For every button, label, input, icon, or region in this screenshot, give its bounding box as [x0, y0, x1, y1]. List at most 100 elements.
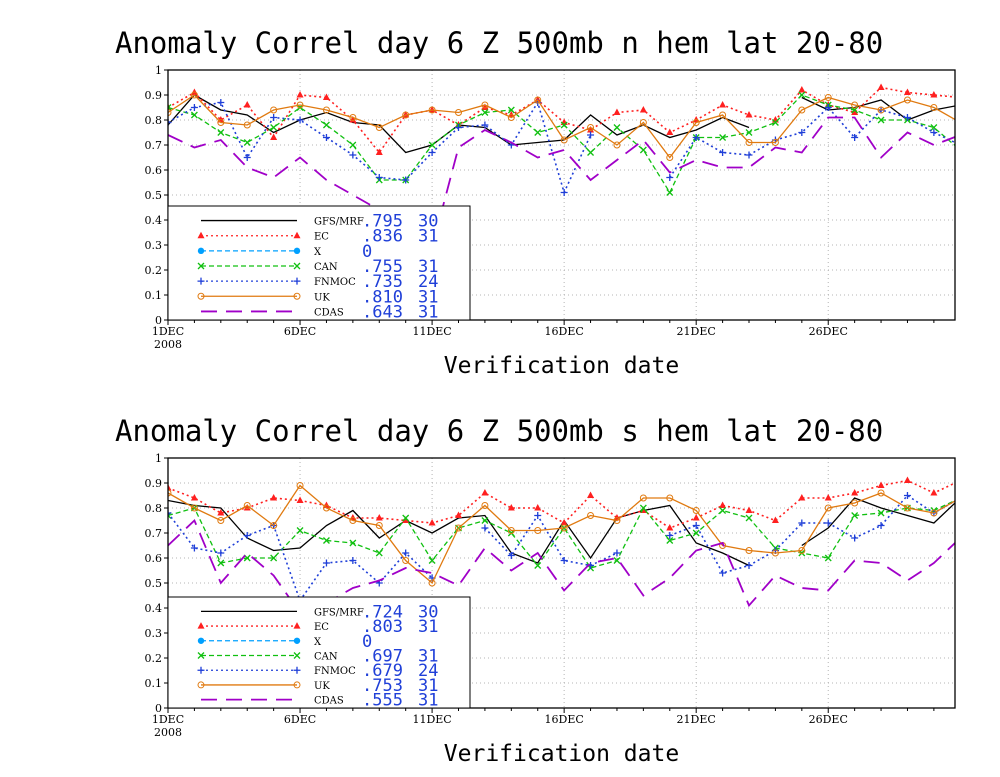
x-tick-label: 6DEC	[284, 713, 316, 726]
x-marker	[745, 129, 753, 136]
y-tick-label: 0.3	[145, 627, 163, 640]
legend-count: 24	[418, 661, 438, 681]
triangle-marker	[507, 504, 515, 511]
triangle-marker	[798, 86, 806, 93]
x-marker	[243, 139, 251, 146]
x-marker	[270, 124, 278, 131]
open-circle-marker	[877, 106, 885, 114]
x-marker	[957, 147, 963, 153]
open-circle-marker	[587, 124, 595, 131]
x-tick-label: 11DEC	[412, 325, 451, 338]
open-circle-marker	[666, 154, 674, 161]
x-tick-label: 26DEC	[809, 325, 848, 338]
y-tick-label: 1	[155, 452, 162, 465]
triangle-marker	[903, 476, 911, 483]
x-marker	[719, 507, 727, 514]
legend-label: FNMOC	[314, 277, 356, 288]
x-marker	[375, 549, 383, 557]
open-circle-marker	[930, 104, 938, 111]
plus-marker	[824, 104, 832, 111]
x-marker	[217, 559, 225, 567]
triangle-marker	[851, 108, 859, 115]
legend-label: GFS/MRF	[314, 607, 364, 618]
open-circle-marker	[293, 292, 301, 300]
y-tick-label: 0.2	[145, 652, 163, 665]
triangle-marker	[375, 148, 383, 155]
triangle-marker	[293, 231, 301, 239]
open-circle-marker	[402, 557, 410, 564]
plus-marker	[402, 549, 410, 557]
plus-marker	[481, 524, 489, 532]
triangle-marker	[930, 489, 938, 496]
x-marker	[719, 134, 727, 141]
legend: GFS/MRF.724 30 EC .803 31 X 0 CAN .697 31 FNMOC .67…	[167, 596, 471, 711]
legend-stat: .753	[362, 676, 403, 696]
triangle-marker	[587, 126, 595, 133]
x-tick-label: 1DEC	[152, 713, 184, 726]
legend-label: UK	[314, 681, 330, 692]
x-tick-label: 1DEC	[152, 325, 184, 338]
legend-stat: .810	[362, 287, 403, 307]
legend-count: 30	[418, 212, 438, 232]
triangle-marker	[243, 101, 251, 108]
open-circle-marker	[851, 499, 859, 507]
legend-count: 31	[418, 257, 438, 277]
plus-marker	[903, 492, 911, 499]
legend-label: CDAS	[314, 696, 344, 707]
legend-stat: .755	[362, 257, 403, 277]
plus-marker	[190, 104, 198, 111]
triangle-marker	[930, 91, 938, 98]
legend-stat: 0	[362, 242, 372, 262]
x-marker	[613, 557, 621, 564]
y-tick-label: 0.9	[145, 477, 163, 490]
plus-marker	[587, 131, 595, 139]
x-marker	[824, 554, 832, 562]
circle-marker	[197, 637, 205, 644]
plus-marker	[243, 154, 251, 161]
x-marker	[270, 554, 278, 562]
y-tick-label: 0.9	[145, 89, 163, 102]
y-tick-label: 0.3	[145, 239, 163, 252]
plus-marker	[296, 116, 304, 124]
x-tick-label: 16DEC	[545, 325, 584, 338]
legend-label: GFS/MRF	[314, 217, 364, 228]
open-circle-marker	[507, 114, 515, 121]
circle-marker	[293, 637, 301, 644]
plus-marker	[375, 174, 383, 181]
x-tick-label: 11DEC	[412, 713, 451, 726]
plus-marker	[322, 559, 330, 567]
series-line-uk	[168, 94, 955, 159]
x-marker	[349, 141, 357, 149]
x-marker	[428, 141, 436, 149]
legend-count: 31	[418, 647, 438, 667]
open-circle-marker	[481, 101, 489, 109]
open-circle-marker	[560, 524, 568, 532]
y-tick-label: 0.5	[145, 577, 163, 590]
series-group	[168, 83, 963, 249]
open-circle-marker	[190, 91, 198, 99]
plus-marker	[560, 189, 568, 196]
triangle-marker	[217, 509, 225, 516]
triangle-marker	[587, 491, 595, 498]
legend-label: UK	[314, 292, 330, 303]
open-circle-marker	[534, 527, 542, 534]
legend-label: X	[314, 637, 322, 648]
open-circle-marker	[771, 549, 779, 557]
open-circle-marker	[296, 101, 304, 109]
legend-label: CAN	[314, 652, 338, 663]
open-circle-marker	[197, 681, 205, 689]
x-marker	[930, 124, 938, 131]
triangle-marker	[428, 519, 436, 526]
y-tick-label: 1	[155, 64, 162, 77]
x-marker	[293, 262, 301, 270]
plus-marker	[877, 522, 885, 529]
series-line-fnmoc	[168, 494, 955, 603]
series-line-can	[168, 94, 955, 194]
open-circle-marker	[534, 96, 542, 104]
triangle-marker	[402, 516, 410, 523]
open-circle-marker	[745, 547, 753, 554]
plus-marker	[322, 134, 330, 141]
plus-marker	[719, 149, 727, 156]
x-marker	[692, 529, 700, 537]
x-tick-label: 16DEC	[545, 713, 584, 726]
